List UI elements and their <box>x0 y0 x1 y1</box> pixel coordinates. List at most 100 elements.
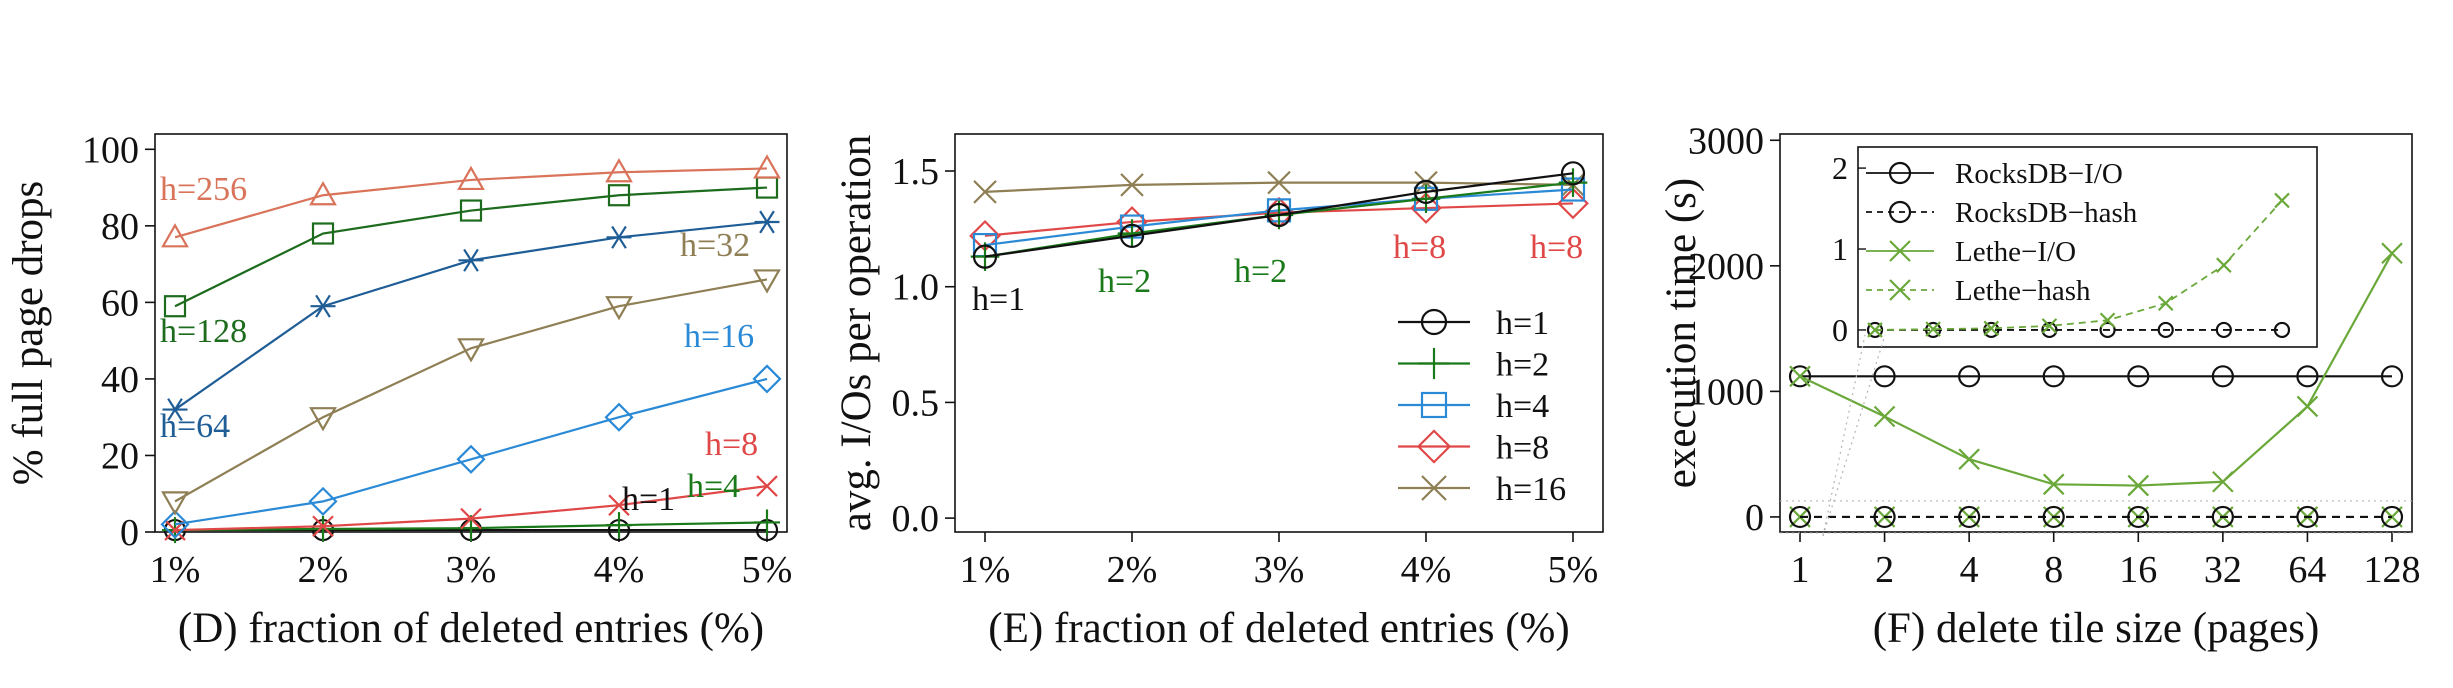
y-tick-label: 2000 <box>1688 246 1764 288</box>
series-h-1 <box>972 161 1586 269</box>
data-point <box>1958 505 1981 529</box>
marker-x-stroke <box>460 507 482 530</box>
data-point <box>1873 405 1896 428</box>
marker-circle <box>2380 505 2404 529</box>
marker-x-stroke <box>1414 170 1438 195</box>
marker-triangle-down <box>309 407 337 432</box>
marker-x-stroke <box>2381 242 2403 265</box>
legend-item: h=4 <box>1398 388 1549 425</box>
series-annotation: h=2 <box>1234 253 1287 290</box>
data-point <box>1120 173 1144 197</box>
chart-e: 0.0 0.5 1.0 1.5 1% 2% 3% 4% 5% (E) fraction of de… <box>833 133 1604 652</box>
inset-data-point <box>2215 321 2232 339</box>
marker-circle <box>2211 505 2234 529</box>
marker-diamond <box>1416 429 1452 464</box>
marker-asterisk-stroke <box>315 294 331 318</box>
data-point <box>608 494 630 516</box>
marker-circle <box>1788 505 1812 529</box>
data-point <box>972 244 998 269</box>
series-annotation: h=32 <box>680 227 750 264</box>
marker-triangle <box>309 181 337 206</box>
series-line <box>984 172 1574 258</box>
x-tick-label: 1% <box>150 549 201 591</box>
inset-data-point <box>2041 318 2058 334</box>
data-point <box>606 225 632 249</box>
marker-diamond <box>752 364 782 394</box>
marker-circle <box>1560 161 1586 186</box>
legend: RocksDB−I/O RocksDB−hash Lethe−I/O Lethe−ha… <box>1866 158 2138 307</box>
legend-marker <box>1416 429 1452 464</box>
y-axis-title: % full page drops <box>5 181 52 486</box>
inset-data-point <box>2041 321 2058 339</box>
x-tick-label: 4% <box>594 549 645 591</box>
x-tick-label: 5% <box>1548 549 1599 591</box>
legend-item: RocksDB−hash <box>1866 197 2138 229</box>
marker-x-stroke <box>2212 471 2234 493</box>
data-point <box>2042 473 2065 496</box>
y-axis-title: execution time (s) <box>1658 178 1705 488</box>
inset-data-point <box>2273 321 2291 339</box>
marker-circle <box>1958 365 1981 388</box>
inset-data-point <box>2099 321 2116 339</box>
marker-asterisk-stroke <box>611 225 627 249</box>
data-point <box>460 507 482 530</box>
marker-diamond <box>456 444 486 474</box>
legend-label: Lethe−hash <box>1955 275 2091 307</box>
series-h-4 <box>162 509 780 544</box>
marker-circle <box>2041 321 2058 339</box>
data-point <box>2042 365 2065 388</box>
data-point <box>1560 161 1586 186</box>
series-annotation: h=16 <box>684 318 754 355</box>
marker-diamond <box>308 486 338 516</box>
inset-data-point <box>1867 322 1883 338</box>
inset-panel: 0 1 2 RocksDB−I/O RocksDB−hash Lethe−I/O Lethe… <box>1832 146 2318 348</box>
x-tick-label: 64 <box>2288 549 2326 591</box>
legend-item: Lethe−I/O <box>1866 236 2076 268</box>
marker-square <box>607 184 631 207</box>
data-point <box>2127 474 2150 497</box>
data-point <box>754 509 780 536</box>
marker-x-stroke <box>2099 312 2116 329</box>
x-tick-label: 4 <box>1960 549 1979 591</box>
marker-x-stroke <box>973 180 997 204</box>
y-tick-label: 80 <box>101 206 139 248</box>
marker-circle <box>2296 505 2319 529</box>
y-tick-label: 40 <box>101 359 139 401</box>
x-tick-label: 4% <box>1401 549 1452 591</box>
x-axis-title: (E) fraction of deleted entries (%) <box>988 605 1569 652</box>
data-point <box>1558 168 1588 197</box>
legend-item: h=1 <box>1398 305 1549 342</box>
data-point <box>308 486 338 516</box>
data-point <box>1873 505 1896 529</box>
inset-data-point <box>1925 321 1941 337</box>
series-rocksdb-hash <box>1788 505 2404 529</box>
x-tick-label: 1 <box>1791 549 1810 591</box>
series-h-16 <box>160 364 782 539</box>
data-point <box>161 223 189 248</box>
marker-circle <box>1983 321 2000 339</box>
marker-x-stroke <box>1421 475 1447 501</box>
x-tick-label: 5% <box>742 549 793 591</box>
marker-x-stroke <box>1925 321 1941 337</box>
data-point <box>606 512 632 539</box>
zoom-connector <box>1822 334 1886 537</box>
data-point <box>163 295 187 318</box>
data-point <box>309 181 337 206</box>
y-axis-title: avg. I/Os per operation <box>833 135 880 531</box>
series-line <box>174 167 768 239</box>
marker-x-stroke <box>2216 257 2232 273</box>
marker-triangle-down <box>161 491 189 516</box>
data-point <box>753 269 781 294</box>
data-point <box>1958 448 1980 470</box>
data-point <box>1266 202 1292 228</box>
series-annotation: h=128 <box>160 313 247 350</box>
data-point <box>2211 365 2234 388</box>
marker-circle <box>2380 365 2404 388</box>
marker-square <box>163 295 187 318</box>
plot-frame <box>1779 133 2413 533</box>
marker-circle <box>2215 321 2232 339</box>
data-point <box>1119 223 1145 248</box>
data-point <box>1413 179 1439 204</box>
series-h-64 <box>162 210 780 422</box>
data-point <box>1789 365 1811 388</box>
